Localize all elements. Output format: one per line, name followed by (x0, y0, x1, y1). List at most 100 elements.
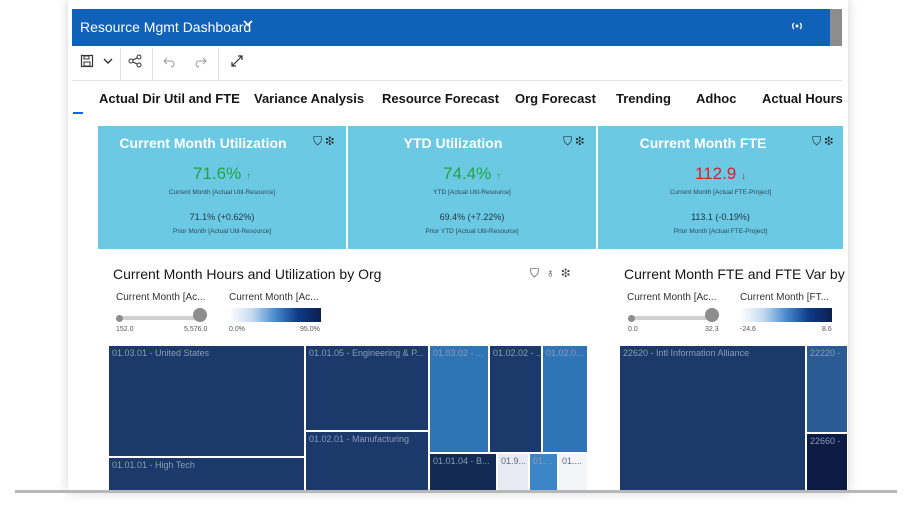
expand-icon[interactable] (230, 54, 244, 71)
filter-icon[interactable]: ⛉ (313, 134, 323, 148)
tab-resource-forecast[interactable]: Resource Forecast (382, 91, 500, 106)
slider-max-handle[interactable] (193, 308, 207, 322)
kpi-controls: ⛉ ❉ (563, 134, 584, 149)
treemap-tile[interactable]: 22660 - (806, 433, 848, 492)
tile-label: 01.01.05 - Engineering & P... (309, 348, 424, 358)
treemap-tile[interactable]: 01.03.01 - United States (108, 345, 305, 457)
kpi-prior-desc: Prior Month [Actual Util-Resource] (172, 228, 272, 235)
tile-label: 22620 - Intl Information Alliance (623, 348, 750, 358)
tab-actual-dir-util[interactable]: Actual Dir Util and FTE (99, 91, 240, 106)
color-legend-gradient (740, 308, 832, 322)
divider (120, 48, 121, 80)
tab-variance-analysis[interactable]: Variance Analysis (254, 91, 365, 106)
arrow-up-icon: ↑ (495, 171, 501, 182)
treemap-tile[interactable]: 01.02.0... (542, 345, 588, 453)
tab-adhoc[interactable]: Adhoc (696, 91, 737, 106)
tab-bar: Actual Dir Util and FTE Variance Analysi… (72, 82, 843, 114)
tile-label: 01.03.01 - United States (112, 348, 210, 358)
slider-max-handle[interactable] (705, 308, 719, 322)
kpi-desc: YTD [Actual Util-Resource] (433, 189, 511, 196)
treemap-tile[interactable]: 01.01.05 - Engineering & P... (305, 345, 429, 431)
size-legend-slider[interactable] (632, 316, 710, 320)
kpi-current-month-fte[interactable]: Current Month FTE ⛉ ❉ 112.9 ↓ Current Mo… (598, 126, 843, 249)
chevron-down-icon[interactable] (102, 54, 114, 70)
treemap-tile[interactable]: 01.01.04 - B... (429, 453, 497, 492)
dashboard-title[interactable]: Resource Mgmt Dashboard (80, 19, 252, 35)
dashboard-window: Resource Mgmt Dashboard Actu (68, 0, 848, 492)
kpi-title: Current Month Utilization (119, 135, 287, 151)
tile-label: 01.01.01 - High Tech (112, 460, 195, 470)
color-legend-max: 95.0% (300, 326, 320, 333)
undo-icon[interactable] (162, 54, 176, 71)
kpi-desc: Current Month [Actual Util-Resource] (168, 189, 276, 196)
kpi-prior: 71.1% (+0.62%) (189, 212, 255, 222)
kpi-ytd-utilization[interactable]: YTD Utilization ⛉ ❉ 74.4% ↑ YTD [Actual … (348, 126, 596, 249)
active-tab-indicator (73, 112, 83, 114)
filter-icon[interactable]: ⛉ (563, 134, 573, 148)
kpi-value: 112.9 ↓ (598, 164, 843, 184)
kpi-prior: 69.4% (+7.22%) (439, 212, 505, 222)
size-legend-label: Current Month [Ac... (116, 292, 206, 303)
treemap-tile[interactable]: 01.01.01 - High Tech (108, 457, 305, 492)
kpi-prior-desc: Prior YTD [Actual Util-Resource] (425, 228, 519, 235)
tile-label: 01.02.0... (546, 348, 584, 358)
kpi-value-text: 71.6% (193, 164, 242, 183)
left-chart-controls: ⛉ ♁ ❉ (530, 266, 570, 281)
color-legend-min: 0.0% (229, 326, 245, 333)
slider-min-handle[interactable] (116, 315, 123, 322)
kpi-value: 74.4% ↑ (348, 164, 596, 184)
divider (152, 48, 153, 80)
lightbulb-icon[interactable]: ♁ (545, 266, 555, 280)
share-icon[interactable] (128, 54, 142, 71)
color-legend-gradient (229, 308, 321, 322)
treemap-tile[interactable]: 22620 - Intl Information Alliance (619, 345, 806, 492)
filter-icon[interactable]: ⛉ (530, 266, 540, 280)
treemap-tile[interactable]: 01.02.02 - ... (489, 345, 542, 453)
kpi-value: 71.6% ↑ (98, 164, 346, 184)
kpi-value-text: 112.9 (694, 164, 737, 183)
treemap-tile[interactable]: 01.03.02 - ... (429, 345, 489, 453)
bottom-divider (15, 490, 897, 493)
treemap-tile[interactable]: 01.... (529, 453, 558, 492)
kpi-value-text: 74.4% (443, 164, 492, 183)
settings-icon[interactable]: ❉ (325, 134, 334, 148)
broadcast-icon[interactable] (790, 19, 804, 36)
color-legend-max: 8.6 (822, 326, 832, 333)
left-chart-title: Current Month Hours and Utilization by O… (113, 266, 382, 282)
settings-icon[interactable]: ❉ (575, 134, 584, 148)
tab-trending[interactable]: Trending (616, 91, 671, 106)
arrow-down-icon: ↓ (741, 171, 746, 182)
kpi-title: Current Month FTE (639, 135, 767, 151)
chevron-down-icon[interactable] (242, 17, 254, 32)
tile-label: 01.... (533, 456, 554, 466)
size-legend-max: 5,576.0 (184, 326, 208, 333)
dashboard-header: Resource Mgmt Dashboard (72, 9, 830, 46)
settings-icon[interactable]: ❉ (561, 266, 570, 280)
treemap-tile[interactable]: 01.9... (497, 453, 529, 492)
save-icon[interactable] (80, 54, 94, 71)
tile-label: 01.02.01 - Manufacturing (309, 434, 410, 444)
tab-actual-hours[interactable]: Actual Hours (762, 91, 843, 106)
kpi-controls: ⛉ ❉ (812, 134, 833, 149)
color-legend-label: Current Month [Ac... (229, 292, 319, 303)
redo-icon[interactable] (194, 54, 208, 71)
size-legend-min: 0.0 (628, 326, 638, 333)
treemap-tile[interactable]: 22220 - (806, 345, 848, 433)
filter-icon[interactable]: ⛉ (812, 134, 822, 148)
size-legend-label: Current Month [Ac... (627, 292, 717, 303)
size-legend-min: 152.0 (116, 326, 134, 333)
treemap-tile[interactable]: 01.02.01 - Manufacturing (305, 431, 429, 492)
tile-label: 01.9... (501, 456, 527, 466)
kpi-current-month-utilization[interactable]: Current Month Utilization ⛉ ❉ 71.6% ↑ Cu… (98, 126, 346, 249)
slider-min-handle[interactable] (628, 315, 635, 322)
settings-icon[interactable]: ❉ (824, 134, 833, 148)
kpi-title: YTD Utilization (403, 135, 503, 151)
size-legend-slider[interactable] (120, 316, 204, 320)
tile-label: 22660 - (810, 436, 841, 446)
right-chart-title: Current Month FTE and FTE Var by (624, 266, 845, 282)
scrollbar[interactable] (830, 9, 842, 46)
tab-org-forecast[interactable]: Org Forecast (515, 91, 596, 106)
treemap-tile[interactable]: 01.... (558, 453, 588, 492)
tile-label: 01.01.04 - B... (433, 456, 490, 466)
kpi-controls: ⛉ ❉ (313, 134, 334, 149)
